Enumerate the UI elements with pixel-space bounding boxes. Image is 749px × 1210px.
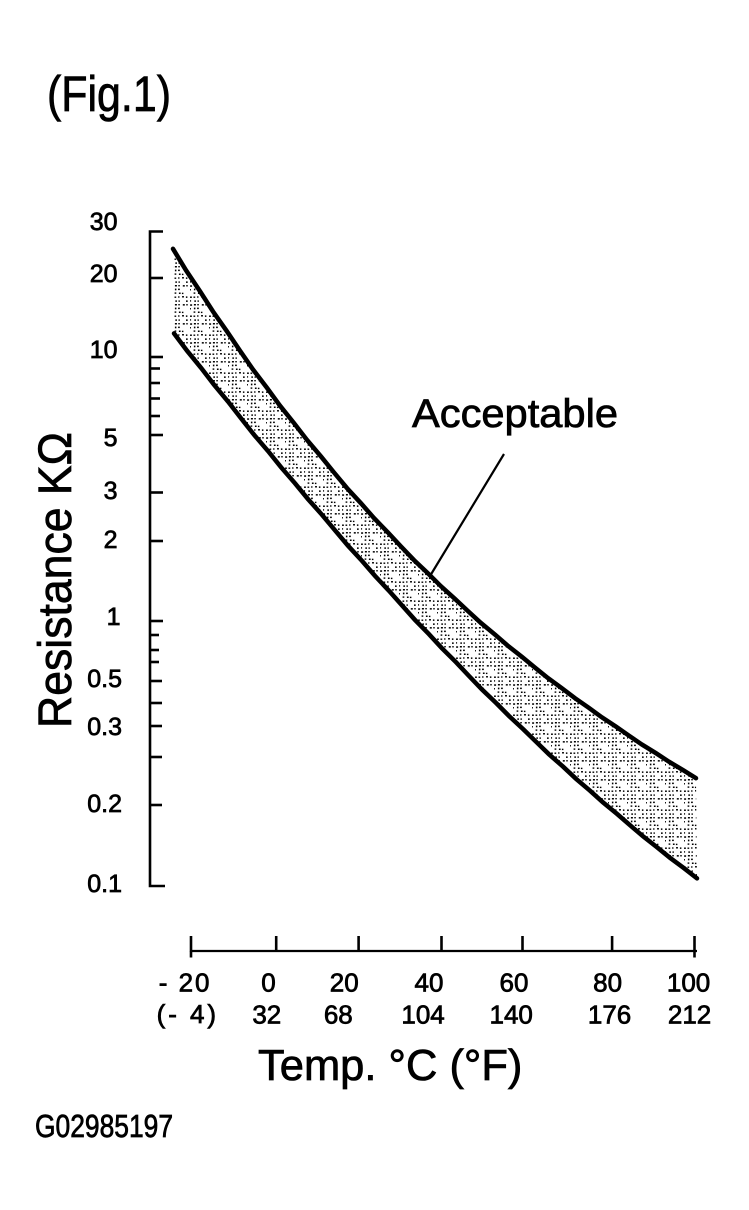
svg-text:5: 5	[104, 424, 118, 452]
svg-text:68: 68	[324, 1000, 353, 1030]
svg-text:80: 80	[593, 968, 622, 998]
svg-text:(Fig.1): (Fig.1)	[47, 66, 171, 122]
svg-text:0.1: 0.1	[87, 870, 122, 898]
svg-text:Temp. °C (°F): Temp. °C (°F)	[258, 1042, 522, 1090]
svg-text:100: 100	[667, 968, 710, 998]
svg-text:30: 30	[90, 208, 118, 236]
svg-text:Resistance KΩ: Resistance KΩ	[28, 432, 81, 728]
svg-text:0: 0	[261, 968, 275, 998]
svg-text:104: 104	[401, 1000, 444, 1030]
svg-text:60: 60	[500, 968, 529, 998]
svg-text:176: 176	[588, 1000, 631, 1030]
svg-text:140: 140	[490, 1000, 533, 1030]
svg-text:0.2: 0.2	[87, 790, 122, 818]
svg-text:0.3: 0.3	[87, 713, 122, 741]
svg-text:3: 3	[104, 477, 118, 505]
svg-text:10: 10	[90, 336, 118, 364]
svg-text:- 20: - 20	[159, 968, 210, 998]
svg-text:40: 40	[415, 968, 444, 998]
svg-text:1: 1	[107, 603, 121, 631]
svg-text:2: 2	[104, 526, 118, 554]
svg-text:20: 20	[90, 260, 118, 288]
svg-text:20: 20	[330, 968, 359, 998]
svg-text:G02985197: G02985197	[35, 1108, 173, 1144]
svg-text:Acceptable: Acceptable	[412, 392, 618, 436]
svg-text:212: 212	[668, 1000, 711, 1030]
svg-text:32: 32	[252, 1000, 281, 1030]
svg-text:0.5: 0.5	[87, 665, 122, 693]
